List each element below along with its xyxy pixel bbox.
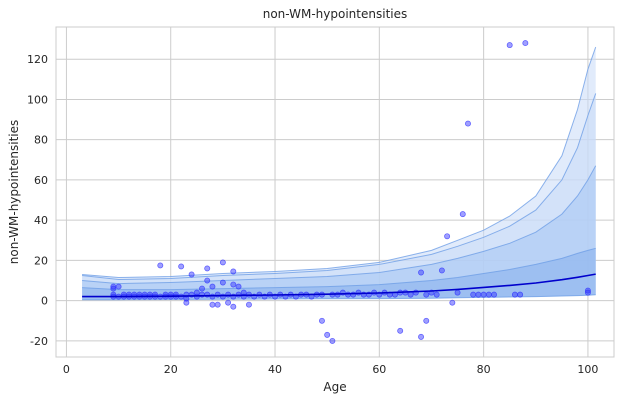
data-point	[485, 291, 492, 298]
data-point	[204, 277, 211, 284]
data-point	[345, 291, 351, 298]
y-tick-label: 120	[27, 53, 48, 66]
data-point	[475, 291, 482, 298]
data-point	[246, 301, 252, 308]
data-point	[423, 317, 430, 324]
data-point	[480, 291, 487, 298]
y-tick-label: 60	[34, 174, 48, 187]
data-point	[438, 267, 445, 274]
x-tick-label: 0	[63, 363, 70, 376]
data-point	[178, 263, 185, 270]
data-point	[449, 299, 456, 306]
x-tick-label: 20	[164, 363, 178, 376]
data-point	[230, 281, 237, 288]
data-point	[470, 291, 477, 298]
x-tick-label: 80	[477, 363, 491, 376]
data-point	[225, 299, 232, 306]
y-tick-label: 0	[41, 295, 48, 308]
data-point	[397, 327, 404, 334]
data-point	[454, 289, 461, 296]
y-tick-label: 80	[34, 134, 48, 147]
centile-line-p_high4	[82, 46, 597, 279]
y-axis-label: non-WM-hypointensities	[7, 120, 21, 265]
data-point	[240, 289, 247, 296]
data-point	[522, 40, 529, 47]
data-point	[219, 279, 226, 286]
data-point	[444, 233, 451, 240]
centile-line-p_high3	[82, 93, 597, 281]
x-tick-label: 100	[577, 363, 598, 376]
y-tick-label: 40	[34, 214, 48, 227]
data-point	[193, 289, 200, 296]
data-point	[230, 303, 237, 310]
x-tick-label: 60	[372, 363, 386, 376]
data-point	[506, 42, 513, 49]
data-point	[115, 283, 122, 290]
plot-frame	[55, 26, 615, 358]
data-point	[584, 287, 591, 294]
median-curve	[82, 273, 596, 298]
data-point	[465, 120, 471, 127]
data-point	[511, 291, 518, 298]
data-point	[418, 269, 424, 276]
y-tick-label: -20	[30, 335, 48, 348]
data-point	[433, 291, 440, 298]
data-point	[418, 333, 424, 340]
data-point	[355, 289, 362, 296]
data-point	[459, 211, 466, 218]
data-point	[204, 265, 211, 272]
data-point	[324, 331, 331, 338]
data-point	[329, 337, 336, 344]
centile-line-p_high1	[82, 247, 596, 291]
y-tick-label: 100	[27, 93, 48, 106]
centile-line-p_high2	[82, 165, 597, 285]
data-point	[219, 259, 226, 266]
centile-band-high	[82, 93, 596, 300]
data-point	[214, 301, 221, 308]
y-tick-labels: -20 0 20 40 60 80 100 120	[27, 53, 48, 348]
chart-title: non-WM-hypointensities	[263, 7, 408, 21]
data-point	[209, 293, 216, 300]
grid	[56, 27, 614, 357]
data-point	[110, 285, 117, 292]
data-point	[319, 317, 325, 324]
data-point	[188, 271, 195, 278]
centile-band-inner	[82, 248, 596, 300]
median-line	[82, 273, 596, 298]
data-point	[209, 301, 216, 308]
data-point	[209, 283, 216, 290]
centile-band-mid	[82, 165, 596, 300]
data-point	[230, 268, 237, 275]
x-tick-labels: 0 20 40 60 80 100	[63, 363, 598, 376]
data-point	[235, 283, 242, 290]
data-point	[491, 291, 498, 298]
data-point	[407, 291, 414, 298]
data-point	[423, 291, 430, 298]
data-point	[584, 289, 591, 296]
data-point	[199, 285, 205, 292]
data-point	[157, 262, 164, 269]
data-point	[517, 291, 524, 298]
data-point	[183, 299, 190, 306]
data-point	[225, 291, 232, 298]
centile-bands	[82, 46, 597, 301]
x-axis-label: Age	[323, 380, 346, 394]
x-tick-label: 40	[268, 363, 282, 376]
y-tick-label: 20	[34, 254, 48, 267]
